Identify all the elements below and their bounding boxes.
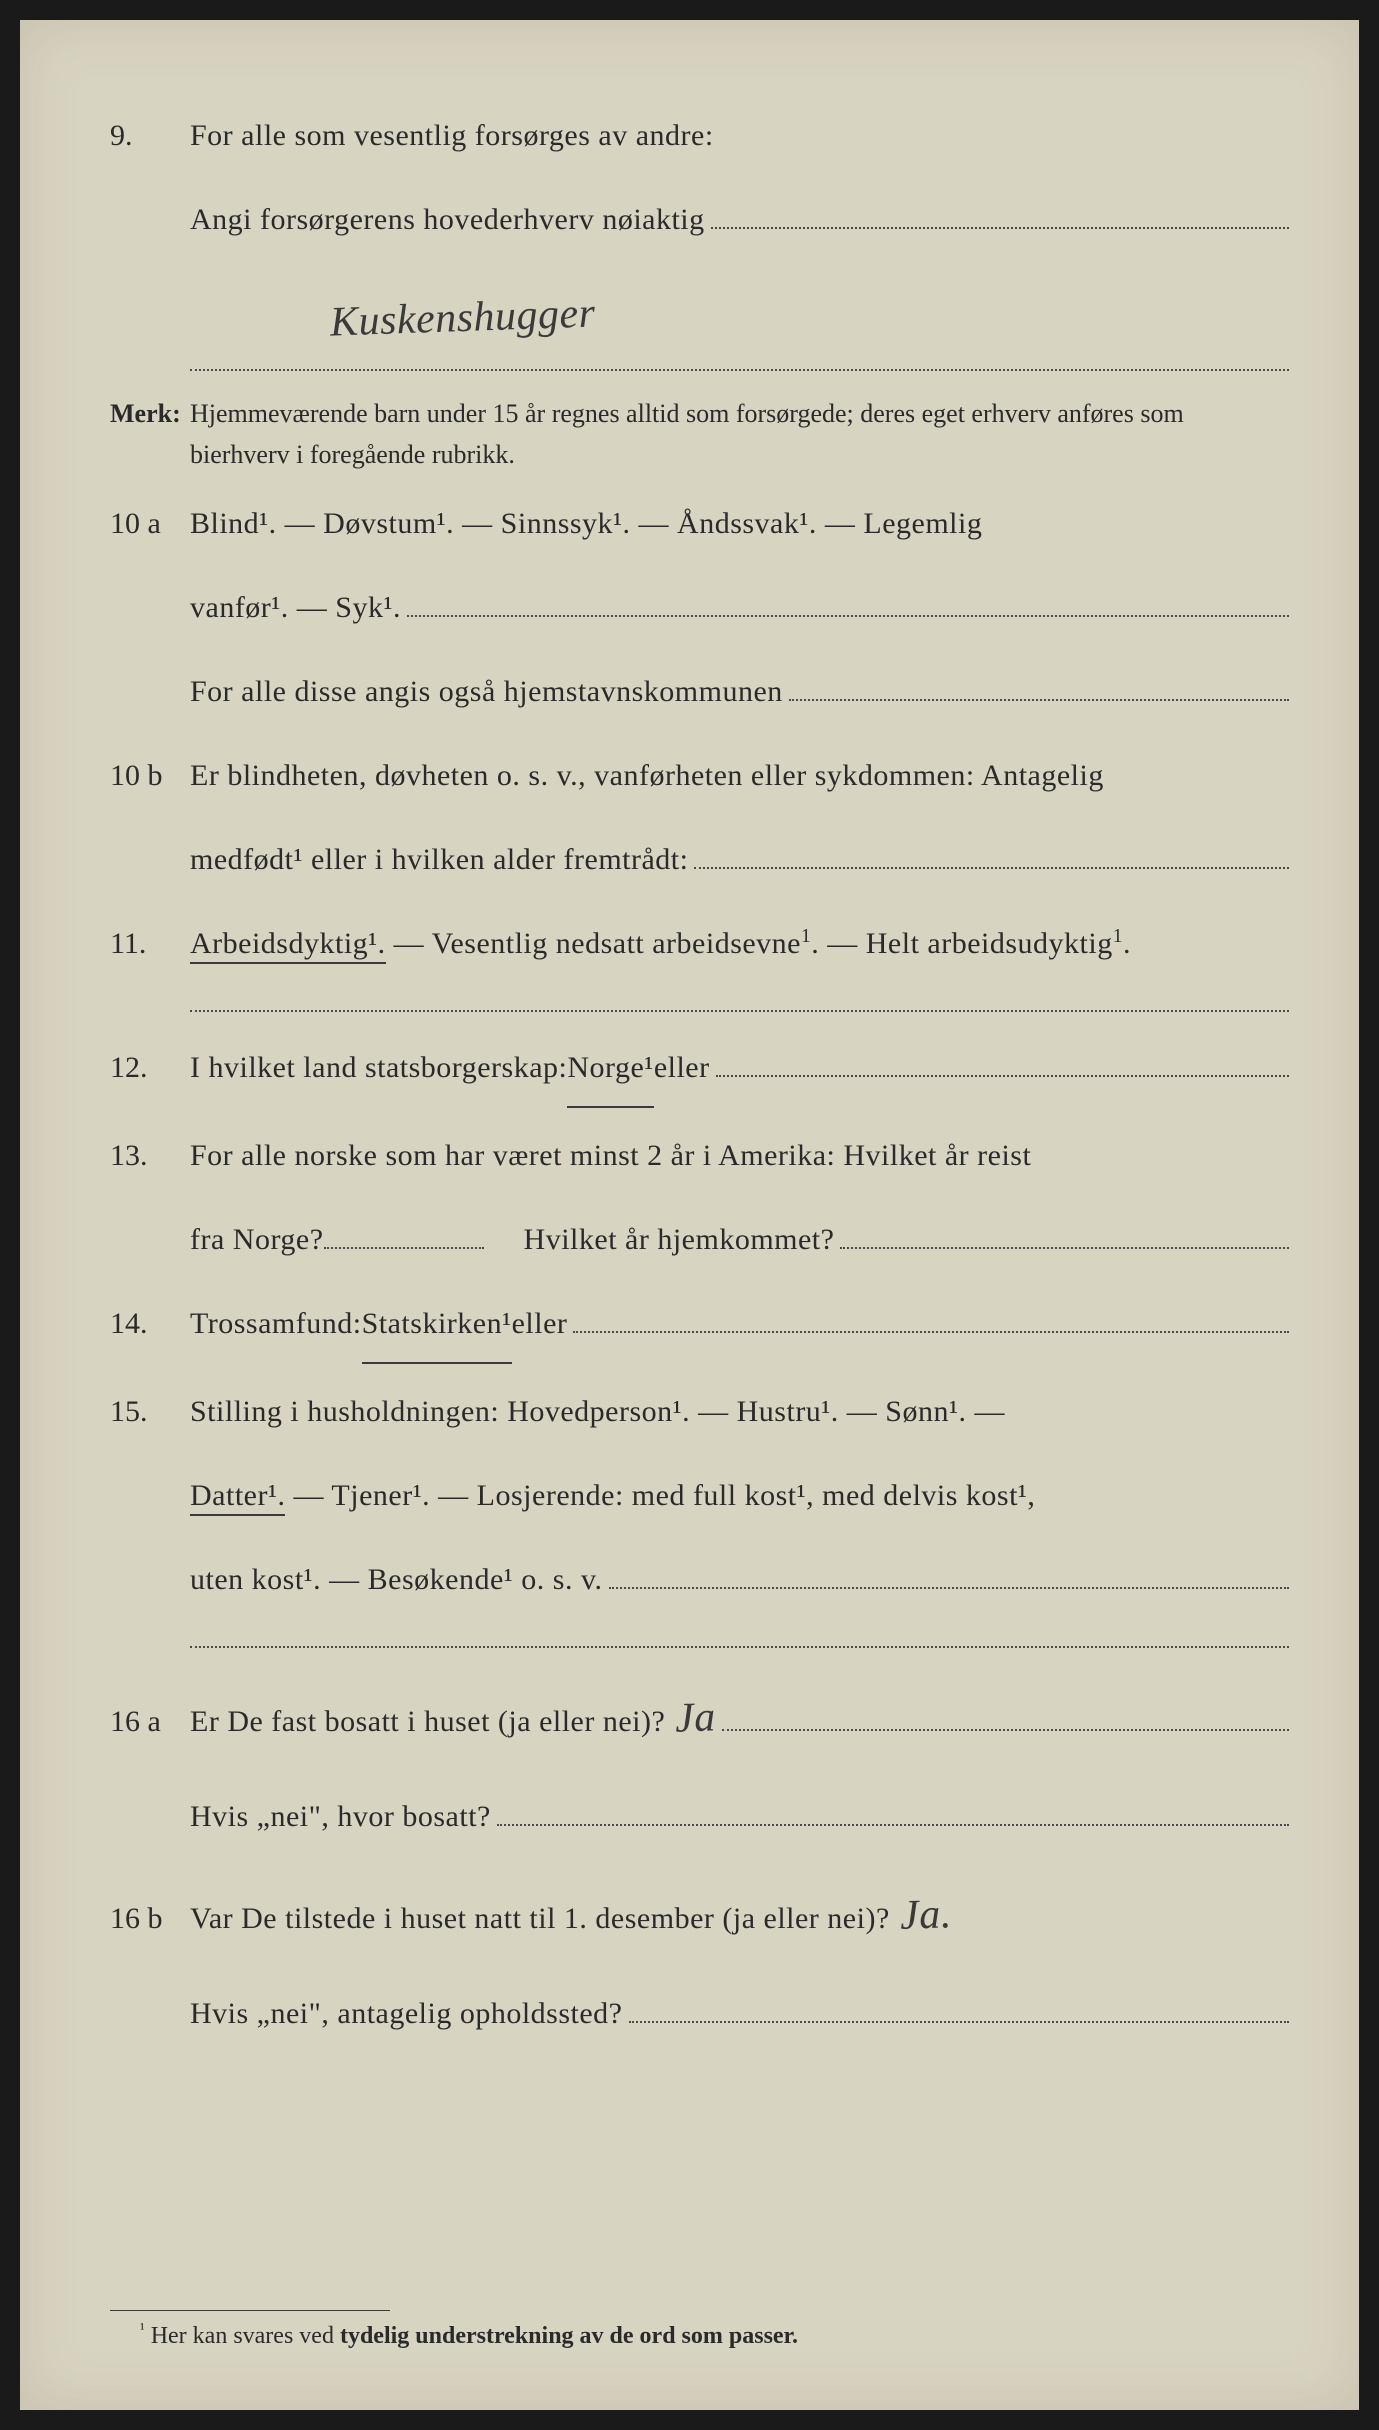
q16a-line2: Hvis „nei", hvor bosatt? (110, 1781, 1289, 1853)
q9-num: 9. (110, 100, 190, 172)
q14-underlined: Statskirken¹ (362, 1288, 512, 1364)
census-form-page: 9. For alle som vesentlig forsørges av a… (20, 20, 1359, 2410)
q10a-line3: For alle disse angis også hjemstavnskomm… (110, 656, 1289, 728)
q16b-handwritten: Ja. (898, 1864, 953, 1967)
merk-text: Hjemmeværende barn under 15 år regnes al… (190, 393, 1289, 476)
footnote: ¹ Her kan svares ved tydelig understrekn… (110, 2321, 1289, 2350)
dotted-fill (789, 699, 1289, 701)
dotted-fill (840, 1247, 1289, 1249)
q15-line2: Datter¹. — Tjener¹. — Losjerende: med fu… (110, 1460, 1289, 1532)
q10a-num: 10 a (110, 488, 190, 560)
q13-line1: 13. For alle norske som har været minst … (110, 1120, 1289, 1192)
q11-underlined: Arbeidsdyktig¹. (190, 927, 386, 964)
q15-line1: 15. Stilling i husholdningen: Hovedperso… (110, 1376, 1289, 1448)
q16a-line1: 16 a Er De fast bosatt i huset (ja eller… (110, 1668, 1289, 1769)
dotted-fill (716, 1075, 1289, 1077)
q10b-num: 10 b (110, 740, 190, 812)
merk-label: Merk: (110, 383, 190, 445)
dotted-fill (407, 615, 1289, 617)
q10a-text1: Blind¹. — Døvstum¹. — Sinnssyk¹. — Åndss… (190, 488, 1289, 560)
q15-line3: uten kost¹. — Besøkende¹ o. s. v. (110, 1544, 1289, 1616)
merk-row: Merk: Hjemmeværende barn under 15 år reg… (110, 383, 1289, 476)
q9-handwritten: Kuskenshugger (328, 263, 597, 373)
q9-line2: Angi forsørgerens hovederhverv nøiaktig (110, 184, 1289, 256)
q12-post: eller (654, 1032, 710, 1104)
dotted-fill (629, 2021, 1290, 2023)
q10b-text2: medfødt¹ eller i hvilken alder fremtrådt… (190, 824, 688, 896)
q10a-line1: 10 a Blind¹. — Døvstum¹. — Sinnssyk¹. — … (110, 488, 1289, 560)
q15-underlined: Datter¹. (190, 1479, 285, 1516)
divider-line (190, 1010, 1289, 1012)
dotted-fill (609, 1587, 1289, 1589)
dotted-fill (711, 227, 1289, 229)
q9-line1: 9. For alle som vesentlig forsørges av a… (110, 100, 1289, 172)
q15-text1: Stilling i husholdningen: Hovedperson¹. … (190, 1376, 1289, 1448)
q14-num: 14. (110, 1288, 190, 1360)
footnote-marker: ¹ (140, 2321, 145, 2338)
q11-num: 11. (110, 908, 190, 980)
q10a-line2: vanfør¹. — Syk¹. (110, 572, 1289, 644)
q14-line: 14. Trossamfund: Statskirken¹ eller (110, 1288, 1289, 1364)
q16a-text1: Er De fast bosatt i huset (ja eller nei)… (190, 1686, 665, 1758)
q10b-line2: medfødt¹ eller i hvilken alder fremtrådt… (110, 824, 1289, 896)
q13-num: 13. (110, 1120, 190, 1192)
dotted-fill (722, 1729, 1289, 1731)
q14-post: eller (512, 1288, 568, 1360)
q10b-line1: 10 b Er blindheten, døvheten o. s. v., v… (110, 740, 1289, 812)
q14-pre: Trossamfund: (190, 1288, 362, 1360)
q12-underlined: Norge¹ (567, 1032, 653, 1108)
q10a-text2: vanfør¹. — Syk¹. (190, 572, 401, 644)
q16b-text2: Hvis „nei", antagelig opholdssted? (190, 1978, 623, 2050)
q10b-text1: Er blindheten, døvheten o. s. v., vanfør… (190, 740, 1289, 812)
q15-num: 15. (110, 1376, 190, 1448)
dotted-fill (324, 1219, 484, 1249)
q12-pre: I hvilket land statsborgerskap: (190, 1032, 567, 1104)
q13-text2a: fra Norge? (190, 1204, 324, 1276)
divider-line (190, 1646, 1289, 1648)
dotted-fill (694, 867, 1289, 869)
dotted-fill (497, 1824, 1289, 1826)
q16a-num: 16 a (110, 1686, 190, 1758)
q16a-text2: Hvis „nei", hvor bosatt? (190, 1781, 491, 1853)
q16b-line2: Hvis „nei", antagelig opholdssted? (110, 1978, 1289, 2050)
q13-text2b: Hvilket år hjemkommet? (524, 1204, 835, 1276)
q9-text2: Angi forsørgerens hovederhverv nøiaktig (190, 184, 705, 256)
footnote-rule (110, 2310, 390, 2311)
q11-rest: — Vesentlig nedsatt arbeidsevne1. — Helt… (394, 927, 1131, 960)
q9-text1: For alle som vesentlig forsørges av andr… (190, 100, 1289, 172)
q13-text1: For alle norske som har været minst 2 år… (190, 1120, 1289, 1192)
q15-text3: uten kost¹. — Besøkende¹ o. s. v. (190, 1544, 603, 1616)
q11-line: 11. Arbeidsdyktig¹. — Vesentlig nedsatt … (110, 908, 1289, 980)
q16b-text1: Var De tilstede i huset natt til 1. dese… (190, 1883, 890, 1955)
q15-text2post: — Tjener¹. — Losjerende: med full kost¹,… (293, 1479, 1035, 1512)
q16b-line1: 16 b Var De tilstede i huset natt til 1.… (110, 1865, 1289, 1966)
q13-line2: fra Norge? Hvilket år hjemkommet? (110, 1204, 1289, 1276)
q12-line: 12. I hvilket land statsborgerskap: Norg… (110, 1032, 1289, 1108)
q16b-num: 16 b (110, 1883, 190, 1955)
dotted-fill (573, 1331, 1289, 1333)
q12-num: 12. (110, 1032, 190, 1104)
footnote-text: Her kan svares ved (151, 2323, 340, 2349)
q10a-text3: For alle disse angis også hjemstavnskomm… (190, 656, 783, 728)
q9-handwritten-row: Kuskenshugger (110, 268, 1289, 371)
q16a-handwritten: Ja (674, 1667, 718, 1769)
footnote-bold: tydelig understrekning av de ord som pas… (340, 2323, 798, 2349)
